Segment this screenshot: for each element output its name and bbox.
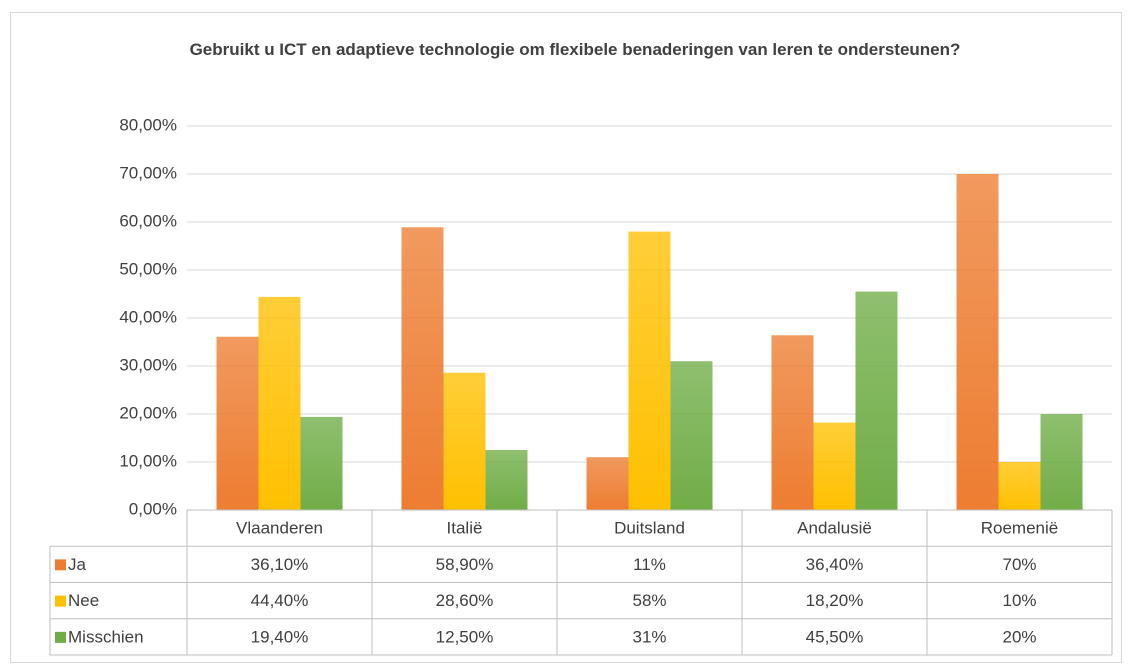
chart-title: Gebruikt u ICT en adaptieve technologie … <box>189 40 961 59</box>
data-label: 70% <box>1002 555 1036 574</box>
y-tick-label: 60,00% <box>119 211 177 230</box>
y-tick-label: 20,00% <box>119 403 177 422</box>
bar <box>771 335 814 510</box>
data-label: 44,40% <box>251 591 309 610</box>
data-label: 28,60% <box>436 591 494 610</box>
bar <box>813 422 856 510</box>
y-tick-label: 30,00% <box>119 355 177 374</box>
bar <box>998 462 1041 510</box>
bar <box>216 336 259 510</box>
x-tick-label: Duitsland <box>614 519 685 538</box>
y-tick-label: 50,00% <box>119 259 177 278</box>
legend-label: Nee <box>68 591 99 610</box>
bar <box>401 227 444 510</box>
bar <box>855 291 898 510</box>
bar <box>628 231 671 510</box>
data-label: 36,40% <box>806 555 864 574</box>
data-label: 19,40% <box>251 627 309 646</box>
legend-swatch <box>55 631 66 643</box>
data-label: 18,20% <box>806 591 864 610</box>
legend-label: Ja <box>68 555 87 574</box>
legend-label: Misschien <box>68 627 144 646</box>
x-tick-label: Roemenië <box>981 519 1059 538</box>
data-label: 36,10% <box>251 555 309 574</box>
data-label: 12,50% <box>436 627 494 646</box>
bar <box>258 296 301 510</box>
x-tick-label: Italië <box>447 519 483 538</box>
y-tick-label: 0,00% <box>129 499 177 518</box>
bar <box>956 174 999 510</box>
data-label: 10% <box>1002 591 1036 610</box>
bar <box>443 372 486 510</box>
y-tick-label: 80,00% <box>119 115 177 134</box>
data-label: 58,90% <box>436 555 494 574</box>
bar <box>586 457 629 510</box>
y-tick-label: 70,00% <box>119 163 177 182</box>
bar <box>485 450 528 510</box>
data-label: 45,50% <box>806 627 864 646</box>
bar <box>670 361 713 510</box>
data-label: 20% <box>1002 627 1036 646</box>
x-tick-label: Andalusië <box>797 519 872 538</box>
bar <box>300 416 343 510</box>
bar <box>1040 414 1083 510</box>
y-tick-label: 10,00% <box>119 451 177 470</box>
legend-swatch <box>55 559 66 571</box>
x-tick-label: Vlaanderen <box>236 519 323 538</box>
data-label: 31% <box>632 627 666 646</box>
data-label: 11% <box>633 555 666 574</box>
y-tick-label: 40,00% <box>119 307 177 326</box>
chart-border <box>10 12 1122 663</box>
data-label: 58% <box>632 591 666 610</box>
legend-swatch <box>55 595 66 607</box>
